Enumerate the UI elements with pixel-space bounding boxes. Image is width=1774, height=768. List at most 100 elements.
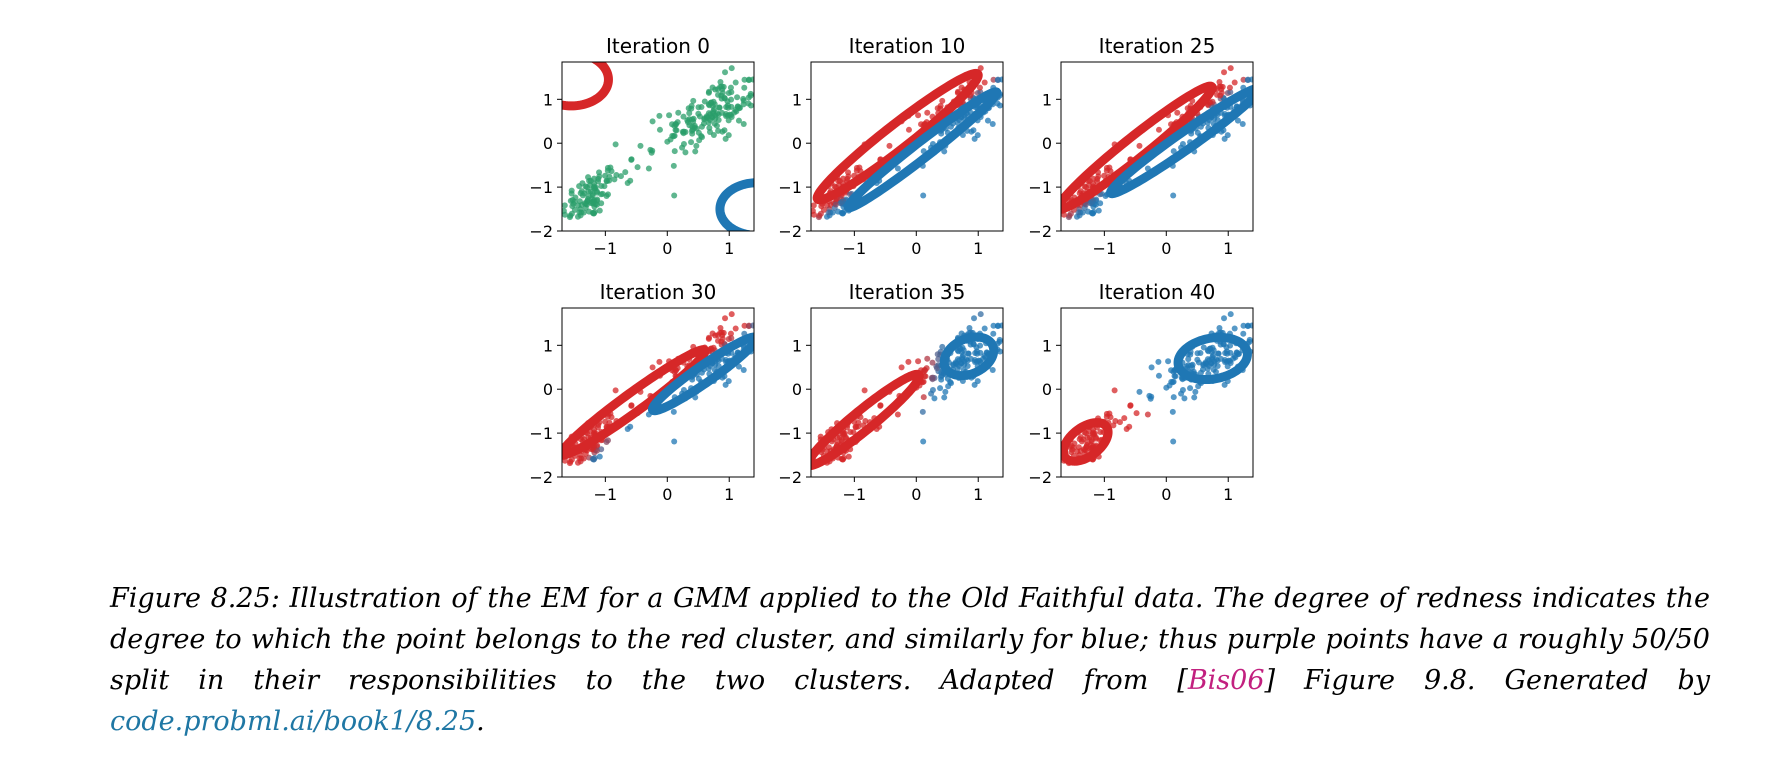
data-point	[1089, 198, 1096, 205]
data-point	[717, 329, 724, 336]
data-point	[1116, 419, 1123, 426]
data-point	[1211, 358, 1218, 365]
data-point	[1263, 93, 1269, 99]
data-point	[1165, 358, 1172, 365]
data-point	[839, 198, 846, 205]
x-tick-label: 1	[724, 239, 734, 258]
data-point	[950, 362, 957, 369]
data-point	[571, 206, 578, 213]
data-point	[735, 117, 742, 124]
data-point	[713, 122, 720, 129]
panel-1: Iteration 10 −1 0 1 −2 −1 0 1	[778, 34, 1004, 258]
data-point	[934, 105, 941, 112]
data-point	[1221, 135, 1228, 142]
red-cluster-ellipse	[811, 369, 924, 471]
data-point	[764, 339, 770, 345]
data-point	[981, 325, 988, 332]
data-point	[1011, 334, 1017, 340]
y-tick-label: −1	[529, 424, 553, 443]
data-point	[919, 408, 926, 415]
data-point	[1248, 322, 1253, 329]
data-point	[695, 110, 702, 117]
data-point	[728, 335, 735, 342]
data-point	[967, 355, 974, 362]
data-point	[672, 126, 679, 133]
data-point	[728, 65, 735, 72]
data-point	[977, 311, 984, 318]
data-point	[1194, 356, 1201, 363]
citation-link[interactable]: Bis06	[1187, 665, 1265, 696]
data-point	[686, 110, 693, 117]
data-point	[1136, 388, 1143, 395]
data-point	[801, 200, 807, 206]
data-point	[1217, 92, 1224, 99]
data-point	[688, 139, 695, 146]
axes-frame	[1060, 61, 1254, 232]
data-point	[690, 97, 697, 104]
blue-cluster-ellipse	[715, 178, 754, 231]
data-point	[709, 330, 716, 337]
data-point	[920, 192, 927, 199]
data-point	[1215, 350, 1222, 357]
y-tick-label: 0	[543, 134, 553, 153]
x-tick-label: 1	[724, 485, 734, 504]
data-point	[717, 78, 724, 85]
panel-5: Iteration 40 −1 0 1 −2 −1 0 1	[1028, 280, 1254, 504]
data-point	[580, 209, 587, 216]
data-point	[839, 210, 846, 217]
data-point	[1192, 388, 1199, 395]
data-point	[627, 423, 634, 430]
data-point	[832, 201, 839, 208]
data-point	[958, 84, 965, 91]
panel-title: Iteration 40	[1099, 280, 1216, 304]
data-point	[942, 388, 949, 395]
data-point	[1216, 78, 1223, 85]
data-point	[924, 355, 931, 362]
data-point	[670, 408, 677, 415]
y-tick-label: −1	[529, 178, 553, 197]
data-point	[939, 343, 946, 350]
data-point	[915, 112, 922, 119]
data-point	[1217, 355, 1224, 362]
data-point	[606, 177, 613, 184]
data-point	[973, 344, 980, 351]
data-point	[920, 394, 927, 401]
data-point	[1234, 117, 1241, 124]
data-point	[603, 192, 610, 199]
data-point	[1248, 76, 1253, 83]
data-point	[1107, 168, 1114, 175]
data-point	[1206, 345, 1213, 352]
data-point	[740, 367, 747, 374]
data-point	[976, 84, 983, 91]
data-point	[1071, 440, 1078, 447]
data-point	[596, 453, 603, 460]
caption-text-3: .	[476, 706, 485, 737]
data-point	[734, 94, 741, 101]
y-tick-label: −2	[1028, 468, 1052, 487]
data-point	[728, 89, 735, 96]
y-tick-label: −2	[778, 468, 802, 487]
data-point	[762, 334, 768, 340]
data-point	[1200, 362, 1207, 369]
data-point	[996, 338, 1003, 345]
data-point	[613, 172, 620, 178]
data-point	[745, 100, 752, 107]
data-point	[695, 104, 702, 111]
data-point	[1216, 324, 1223, 331]
red-cluster-ellipse	[562, 62, 613, 111]
code-link[interactable]: code.probml.ai/book1/8.25	[110, 706, 477, 737]
data-point	[601, 183, 608, 190]
data-point	[1144, 411, 1151, 418]
data-point	[1133, 410, 1140, 417]
y-tick-label: −1	[1028, 178, 1052, 197]
data-point	[1148, 364, 1155, 371]
data-point	[709, 84, 716, 91]
data-point	[1204, 356, 1211, 363]
data-point	[764, 93, 770, 99]
data-point	[971, 135, 978, 142]
data-point	[845, 453, 852, 460]
data-point	[590, 456, 597, 463]
data-point	[964, 362, 971, 369]
axes-frame	[810, 307, 1004, 478]
data-point	[898, 364, 905, 371]
